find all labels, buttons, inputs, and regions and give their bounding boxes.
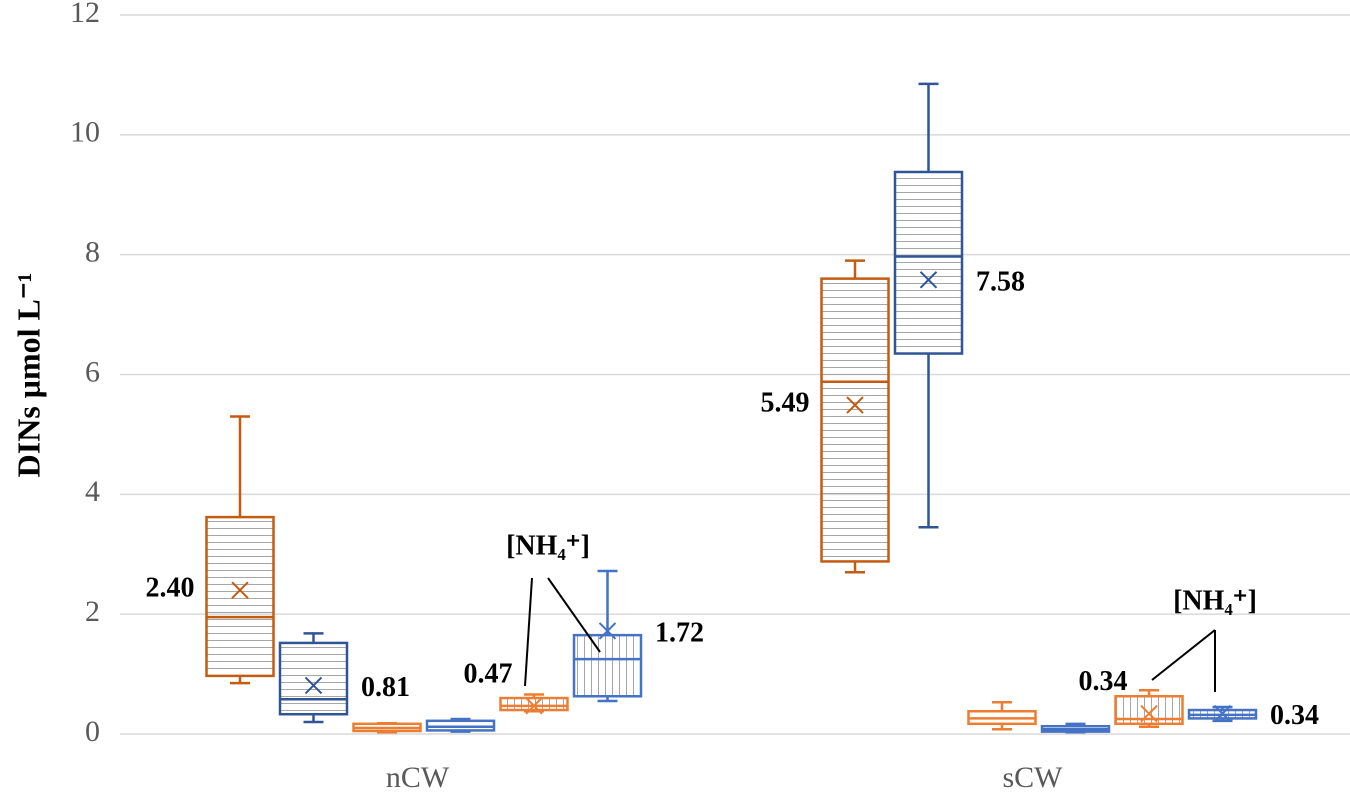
annotation: [NH₄⁺] [506,530,590,561]
box [205,515,275,678]
mean-marker [598,622,617,640]
box [820,277,890,563]
y-tick-label: 12 [70,0,100,29]
mean-marker [846,396,864,414]
y-tick-label: 8 [85,236,100,269]
mean-label: 0.34 [1079,666,1128,697]
mean-marker [304,676,323,695]
y-tick-label: 6 [85,355,100,388]
mean-marker [1213,704,1232,723]
y-tick-label: 4 [85,475,100,508]
mean-label: 0.47 [464,658,513,689]
mean-label: 5.49 [761,387,810,418]
mean-label: 7.58 [976,266,1025,297]
x-tick-label: sCW [1003,761,1064,794]
mean-marker [919,271,938,289]
mean-label: 1.72 [655,617,704,648]
x-tick-label: nCW [386,761,450,794]
callout-line [547,577,601,653]
callout-line [1151,629,1216,681]
mean-label: 0.34 [1270,700,1319,731]
mean-marker [231,581,249,599]
y-axis-label: DINs μmol L⁻¹ [10,273,46,478]
mean-marker [525,697,543,715]
y-tick-label: 2 [85,595,100,628]
box [893,170,964,355]
y-tick-label: 10 [70,116,100,149]
box [499,696,569,712]
box [278,641,349,716]
mean-label: 2.40 [146,573,195,604]
mean-label: 0.81 [361,672,410,703]
callout-line [524,577,533,687]
annotation: [NH₄⁺] [1173,585,1257,616]
y-tick-label: 0 [85,715,100,748]
mean-marker [1140,704,1158,723]
box [572,633,643,698]
